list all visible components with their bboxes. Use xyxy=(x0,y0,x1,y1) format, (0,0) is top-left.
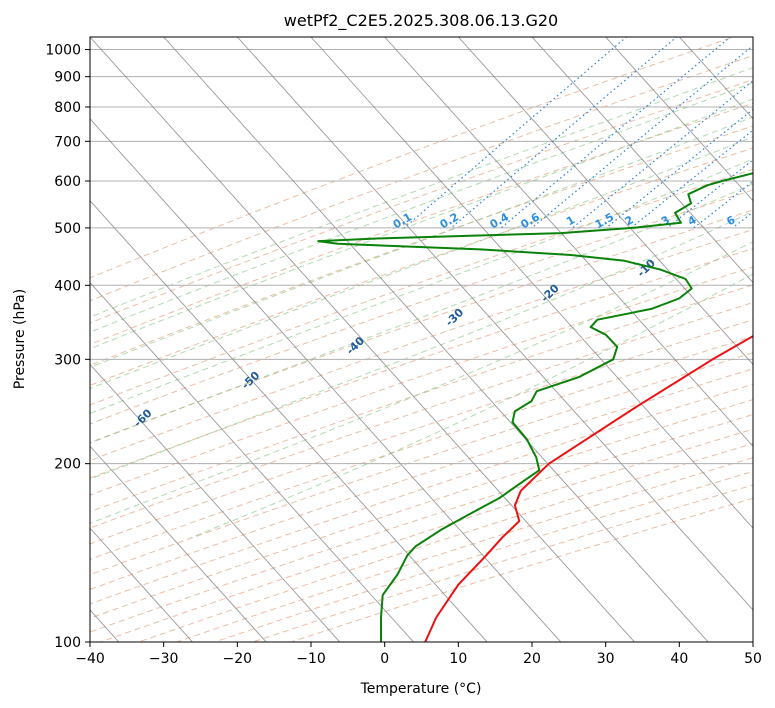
isotherm xyxy=(90,37,635,642)
x-tick-label: −10 xyxy=(296,651,326,667)
moist-adiabat xyxy=(90,66,753,318)
dry-adiabat xyxy=(90,352,753,576)
plot-frame xyxy=(89,36,754,643)
isotherm xyxy=(236,37,753,611)
dry-adiabat xyxy=(90,147,753,386)
dry-adiabat xyxy=(90,319,753,545)
moist-adiabat xyxy=(90,82,753,333)
moist-adiabat xyxy=(90,211,753,480)
y-tick-label: 100 xyxy=(54,635,81,651)
isotherm xyxy=(531,37,753,284)
y-tick-label: 500 xyxy=(54,221,81,237)
x-tick-label: 30 xyxy=(597,651,615,667)
dry-adiabat xyxy=(90,54,753,302)
x-tick-label: −20 xyxy=(223,651,253,667)
isotherm xyxy=(90,281,414,642)
dry-adiabat xyxy=(90,168,753,406)
isotherm xyxy=(90,200,488,642)
y-tick-label: 800 xyxy=(54,100,81,116)
temperature-profile xyxy=(424,334,753,642)
dry-adiabat xyxy=(90,248,753,479)
y-tick-label: 600 xyxy=(54,174,81,190)
dry-adiabat xyxy=(90,102,753,345)
axis-ticks: −40 −30 −20 −10 0 10 20 30 40 50 1000 900 800 700 600 5… xyxy=(45,43,762,667)
y-axis-label: Pressure (hPa) xyxy=(12,289,28,389)
chart-title: wetPf2_C2E5.2025.308.06.13.G20 xyxy=(284,11,558,31)
x-tick-label: 40 xyxy=(670,651,688,667)
isotherm xyxy=(90,445,267,642)
x-axis-label: Temperature (°C) xyxy=(360,681,482,697)
y-tick-label: 400 xyxy=(54,278,81,294)
isotherm xyxy=(310,37,753,529)
moist-adiabat xyxy=(90,116,753,368)
y-tick-label: 700 xyxy=(54,134,81,150)
x-tick-label: 0 xyxy=(380,651,389,667)
x-tick-label: −40 xyxy=(75,651,105,667)
y-tick-label: 300 xyxy=(54,352,81,368)
moist-adiabat xyxy=(90,241,753,524)
dry-adiabat xyxy=(90,383,753,605)
isotherm xyxy=(457,37,753,366)
x-tick-label: 20 xyxy=(523,651,541,667)
moist-adiabat xyxy=(90,158,753,415)
x-tick-label: 10 xyxy=(449,651,467,667)
isotherm xyxy=(90,527,193,642)
isotherm xyxy=(90,363,341,642)
moist-adiabat xyxy=(90,136,753,390)
isotherm xyxy=(163,37,709,642)
y-tick-label: 200 xyxy=(54,457,81,473)
plot-area: 0.10.20.40.611.52346810131620253036-100-… xyxy=(90,37,753,642)
dry-adiabat xyxy=(90,284,753,513)
dry-adiabat xyxy=(90,368,753,590)
mixing-ratio-line xyxy=(450,37,678,229)
y-tick-label: 1000 xyxy=(45,43,81,59)
dry-adiabat xyxy=(90,125,753,366)
isotherm xyxy=(90,118,562,642)
dry-adiabat xyxy=(90,37,735,279)
x-tick-label: −30 xyxy=(149,651,179,667)
mixing-ratio-line xyxy=(500,37,732,229)
y-tick-label: 900 xyxy=(54,70,81,86)
x-tick-label: 50 xyxy=(744,651,762,667)
isotherm xyxy=(605,37,753,202)
mixing-ratio-line xyxy=(403,37,628,229)
mixing-ratio-line xyxy=(572,79,753,229)
dewpoint-profile xyxy=(317,172,753,642)
isotherm xyxy=(384,37,753,447)
